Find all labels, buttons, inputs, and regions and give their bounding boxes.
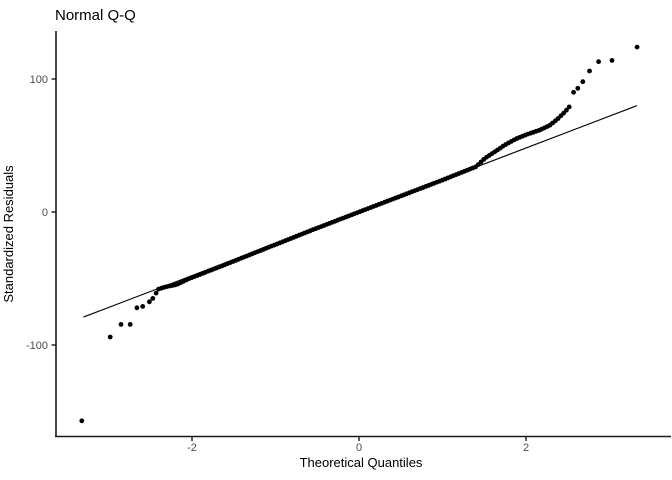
x-axis-title: Theoretical Quantiles: [300, 455, 423, 470]
y-tick-label: 100: [30, 74, 48, 86]
data-points: [79, 44, 640, 424]
y-axis-title: Standardized Residuals: [1, 165, 16, 303]
y-tick-label: -100: [26, 340, 48, 352]
y-tick-label: 0: [42, 207, 48, 219]
plot-title: Normal Q-Q: [55, 7, 136, 24]
x-tick-label: 2: [523, 442, 529, 454]
x-tick-label: -2: [187, 442, 197, 454]
x-tick-label: 0: [356, 442, 362, 454]
axes: -100 0 100 -2 0 2: [26, 31, 671, 454]
